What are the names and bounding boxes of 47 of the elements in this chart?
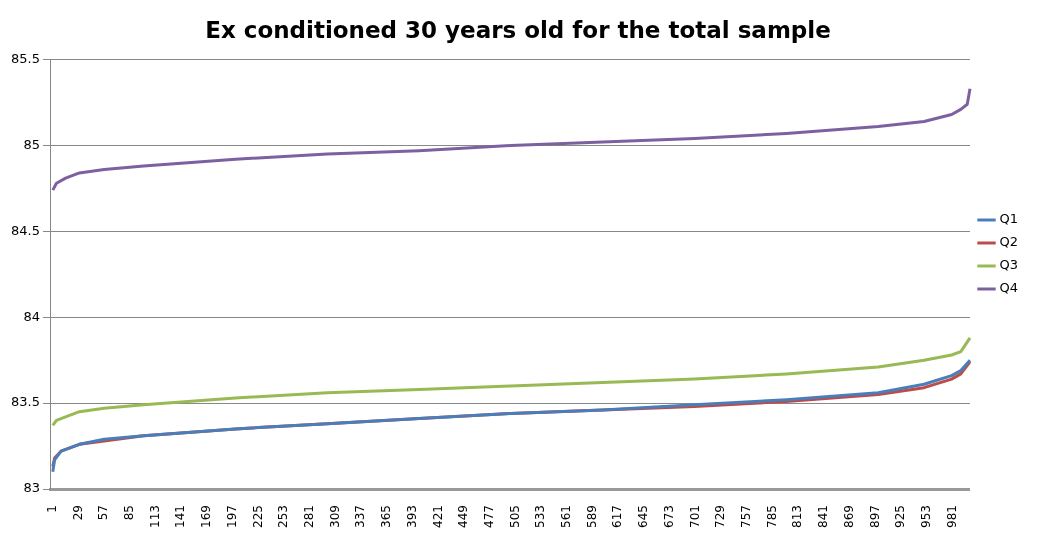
x-tick-label: 113 <box>147 505 162 528</box>
x-tick-label: 85 <box>122 505 137 521</box>
x-tick-label: 141 <box>173 505 188 528</box>
y-tick-label: 83 <box>23 480 40 496</box>
x-tick-label: 757 <box>739 505 754 528</box>
x-tick-label: 729 <box>713 505 728 528</box>
x-tick-label: 337 <box>353 505 368 528</box>
x-tick-label: 701 <box>687 505 702 528</box>
x-tick-label: 225 <box>250 505 265 528</box>
x-tick-label: 57 <box>96 505 111 521</box>
x-tick-label: 1 <box>44 505 59 513</box>
y-tick-label: 83.5 <box>10 394 40 410</box>
x-tick-label: 617 <box>610 505 625 528</box>
legend-label: Q3 <box>999 257 1019 273</box>
x-tick-label: 645 <box>636 505 651 528</box>
y-tick-label: 85 <box>23 136 40 152</box>
legend-label: Q4 <box>999 280 1019 296</box>
x-tick-label: 925 <box>893 505 908 528</box>
x-tick-label: 813 <box>790 505 805 528</box>
x-tick-label: 561 <box>559 505 574 528</box>
y-tick-label: 84 <box>23 308 40 324</box>
x-tick-label: 169 <box>199 505 214 528</box>
x-tick-label: 29 <box>70 505 85 521</box>
x-tick-label: 505 <box>507 505 522 528</box>
x-tick-label: 785 <box>764 505 779 528</box>
legend-label: Q1 <box>999 211 1019 227</box>
x-tick-label: 393 <box>404 505 419 528</box>
x-tick-label: 281 <box>301 505 316 528</box>
x-tick-label: 869 <box>841 505 856 528</box>
legend-label: Q2 <box>999 234 1019 250</box>
x-tick-label: 533 <box>533 505 548 528</box>
x-tick-label: 477 <box>481 505 496 528</box>
x-tick-label: 365 <box>379 505 394 528</box>
x-tick-label: 673 <box>661 505 676 528</box>
x-tick-label: 421 <box>430 505 445 528</box>
x-tick-label: 253 <box>276 505 291 528</box>
x-tick-label: 953 <box>918 505 933 528</box>
x-tick-label: 841 <box>816 505 831 528</box>
x-tick-label: 897 <box>867 505 882 528</box>
x-tick-label: 981 <box>944 505 959 528</box>
x-tick-label: 197 <box>224 505 239 528</box>
x-tick-label: 309 <box>327 505 342 528</box>
chart-title: Ex conditioned 30 years old for the total sample <box>205 16 831 43</box>
x-tick-label: 589 <box>584 505 599 528</box>
x-tick-label: 449 <box>456 505 471 528</box>
y-tick-label: 85.5 <box>10 50 40 66</box>
y-tick-label: 84.5 <box>10 222 40 238</box>
